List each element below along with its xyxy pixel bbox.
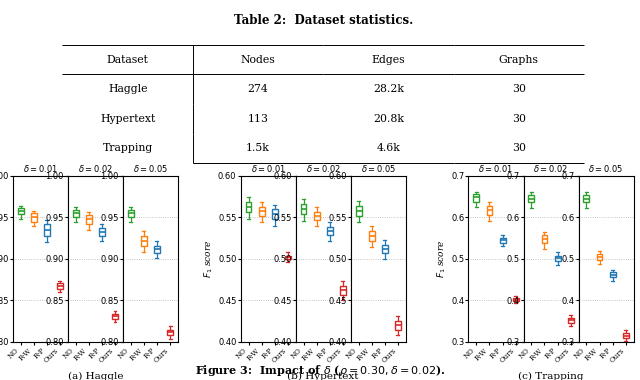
Text: $\delta = 0.01$: $\delta = 0.01$ (250, 163, 286, 174)
Text: $\delta = 0.01$: $\delta = 0.01$ (22, 163, 58, 174)
Text: $\delta = 0.02$: $\delta = 0.02$ (78, 163, 113, 174)
Y-axis label: $F_1$ score: $F_1$ score (203, 240, 215, 278)
Text: $\delta = 0.05$: $\delta = 0.05$ (132, 163, 168, 174)
Text: $\delta = 0.02$: $\delta = 0.02$ (534, 163, 568, 174)
Y-axis label: $F_1$ score: $F_1$ score (436, 240, 448, 278)
Text: $\delta = 0.05$: $\delta = 0.05$ (360, 163, 396, 174)
Text: Table 2:  Dataset statistics.: Table 2: Dataset statistics. (234, 14, 413, 27)
Text: (a) Haggle: (a) Haggle (68, 372, 123, 380)
Text: (c) Trapping: (c) Trapping (518, 372, 584, 380)
Text: $\delta = 0.01$: $\delta = 0.01$ (478, 163, 514, 174)
Text: (b) Hypertext: (b) Hypertext (287, 372, 359, 380)
Text: $\delta = 0.02$: $\delta = 0.02$ (306, 163, 340, 174)
Text: $\delta = 0.05$: $\delta = 0.05$ (588, 163, 624, 174)
Text: Figure 3:  Impact of $\delta$ ($\rho = 0.30, \delta = 0.02$).: Figure 3: Impact of $\delta$ ($\rho = 0.… (195, 363, 445, 378)
